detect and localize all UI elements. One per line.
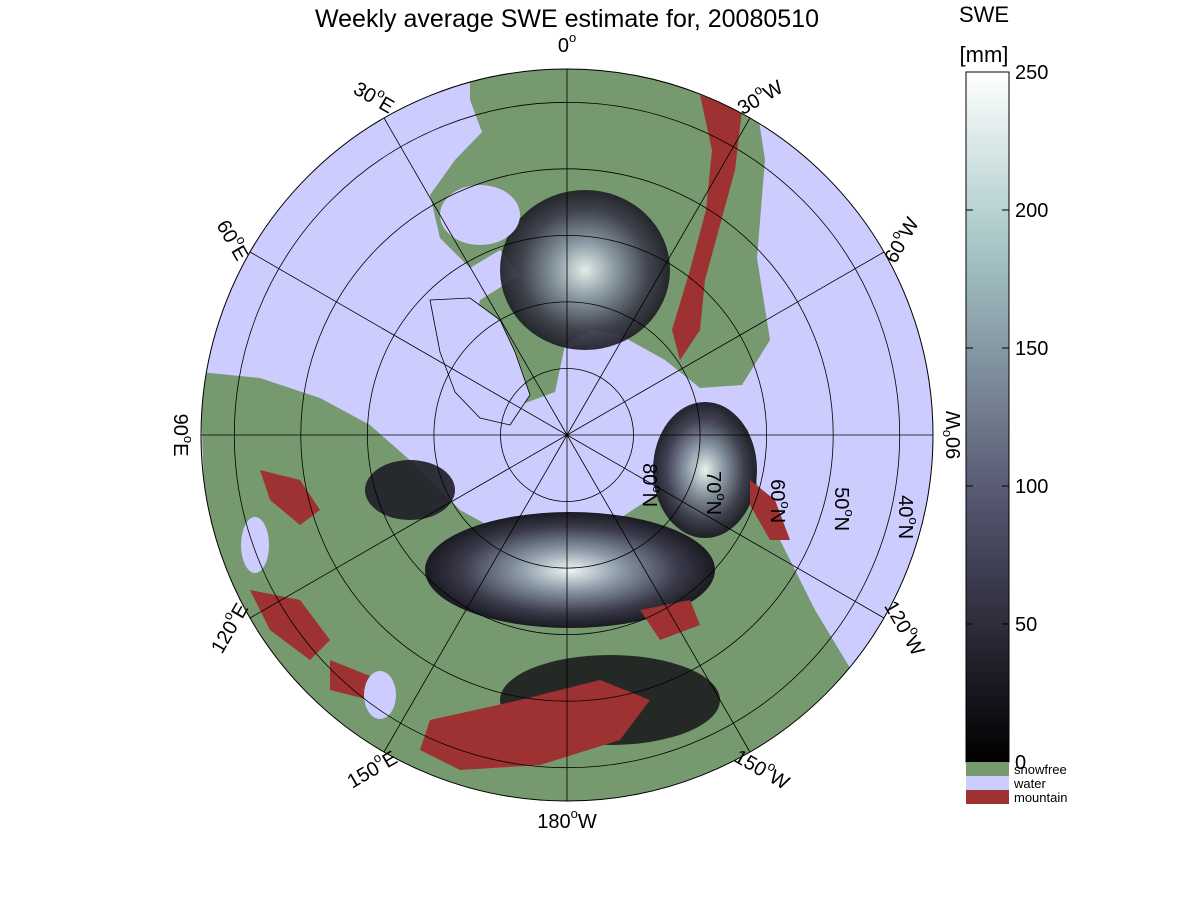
lon-label-120W: 120oW (879, 595, 932, 660)
scandes-range (260, 470, 320, 525)
lat-label-60N-hemisphere: N (766, 509, 788, 523)
lon-label-90E: 90oE (169, 414, 196, 457)
meridian--150 (566, 434, 751, 753)
lon-label-180W-value: 180 (537, 811, 570, 833)
lon-label-60W: 60oW (877, 212, 924, 267)
lon-label-90E-hemisphere: E (169, 443, 191, 456)
lon-label-90W-hemisphere: W (943, 411, 965, 430)
colorbar-title-swe: SWE (959, 2, 1009, 27)
meridian-120 (249, 434, 568, 619)
lat-label-80N-value: 80 (638, 463, 660, 485)
lon-label-0: 0o (558, 30, 576, 57)
meridian-60 (249, 251, 568, 436)
lon-label-120E-value: 120 (207, 618, 243, 658)
lon-label-90E-value: 90 (169, 414, 191, 436)
baltic-sea (241, 517, 269, 573)
lat-label-40N-value: 40 (894, 495, 916, 517)
lon-label-90W: 90oW (938, 411, 965, 459)
lon-label-30E: 30oE (349, 74, 400, 119)
lat-label-70N-degree-mark: o (714, 493, 729, 500)
swatch-label-snowfree: snowfree (1014, 762, 1067, 777)
lat-label-70N-hemisphere: N (702, 501, 724, 515)
himalaya-range (420, 680, 650, 770)
rocky-mountains (672, 95, 742, 360)
hudson-bay (440, 185, 520, 245)
lat-label-50N: 50oN (830, 487, 857, 531)
lat-label-50N-hemisphere: N (830, 517, 852, 531)
lakes (241, 185, 520, 719)
swatch-snowfree (966, 762, 1009, 776)
lon-label-120W-hemisphere: W (900, 633, 929, 660)
swatch-mountain (966, 790, 1009, 804)
lon-label-90W-degree-mark: o (938, 430, 953, 437)
meridian--60 (566, 251, 885, 436)
colorbar-tick-label-50: 50 (1015, 614, 1037, 636)
lon-label-30W: 30oW (732, 73, 787, 120)
colorbar-title-unit: [mm] (960, 42, 1009, 67)
colorbar-tick-label-100: 100 (1015, 476, 1048, 498)
lat-label-80N: 80oN (638, 463, 665, 507)
snowpack-siberia (425, 512, 715, 628)
lon-label-180W: 180oW (537, 806, 597, 833)
meridian-150 (383, 434, 568, 753)
lat-label-80N-hemisphere: N (638, 493, 660, 507)
lon-label-30W-hemisphere: W (760, 77, 787, 106)
map-boundary (200, 68, 934, 802)
lon-label-90W-value: 90 (943, 437, 965, 459)
lat-label-60N-value: 60 (766, 479, 788, 501)
altai-range (640, 600, 700, 640)
colorbar-tick-label-0: 0 (1015, 752, 1026, 774)
map-title: Weekly average SWE estimate for, 2008051… (315, 5, 819, 33)
colorbar-gradient (965, 71, 1010, 763)
greenland-landmass (429, 297, 531, 426)
meridian--30 (566, 117, 751, 436)
lat-label-50N-value: 50 (830, 487, 852, 509)
land-layer (201, 69, 850, 801)
lon-label-90E-degree-mark: o (181, 436, 196, 443)
colorbar-tick-label-200: 200 (1015, 200, 1048, 222)
snowpack-east-siberia (653, 402, 757, 538)
lat-label-40N-degree-mark: o (905, 517, 920, 524)
lat-label-50N-degree-mark: o (841, 509, 856, 516)
lon-label-180W-degree-mark: o (571, 806, 578, 821)
lat-label-70N: 70oN (702, 471, 729, 515)
colorbar: SWE [mm] 250 200 150 100 50 0 snowfreewatermo… (959, 2, 1068, 805)
colorbar-ticks: 250 200 150 100 50 0 (966, 62, 1048, 774)
lat-label-80N-degree-mark: o (650, 485, 665, 492)
lon-label-180W-hemisphere: W (578, 811, 597, 833)
graticule (201, 69, 933, 801)
snowpack-scandinavia (365, 460, 455, 520)
polar-map: 90oW120oW150oW180oW150oE120oE90oE60oE30o… (169, 30, 966, 833)
swatch-water (966, 776, 1009, 790)
meridian--120 (566, 434, 885, 619)
lon-label-0-degree-mark: o (569, 30, 576, 45)
alps-range (250, 590, 330, 660)
swatch-label-water: water (1013, 776, 1046, 791)
meridian-30 (383, 117, 568, 436)
lon-label-30E-value: 30 (349, 78, 379, 108)
lat-label-40N-hemisphere: N (894, 525, 916, 539)
lat-label-40N: 40oN (894, 495, 921, 539)
lon-label-0-value: 0 (558, 35, 569, 57)
swatch-label-mountain: mountain (1014, 790, 1067, 805)
kamchatka-range (750, 480, 790, 540)
lon-label-150W: 150oW (730, 742, 795, 795)
colorbar-tick-label-250: 250 (1015, 62, 1048, 84)
lat-label-60N: 60oN (766, 479, 793, 523)
lat-label-70N-value: 70 (702, 471, 724, 493)
caspian-sea (364, 671, 396, 719)
colorbar-tick-label-150: 150 (1015, 338, 1048, 360)
snowpack-north-canada (500, 190, 670, 350)
lat-label-60N-degree-mark: o (778, 501, 793, 508)
